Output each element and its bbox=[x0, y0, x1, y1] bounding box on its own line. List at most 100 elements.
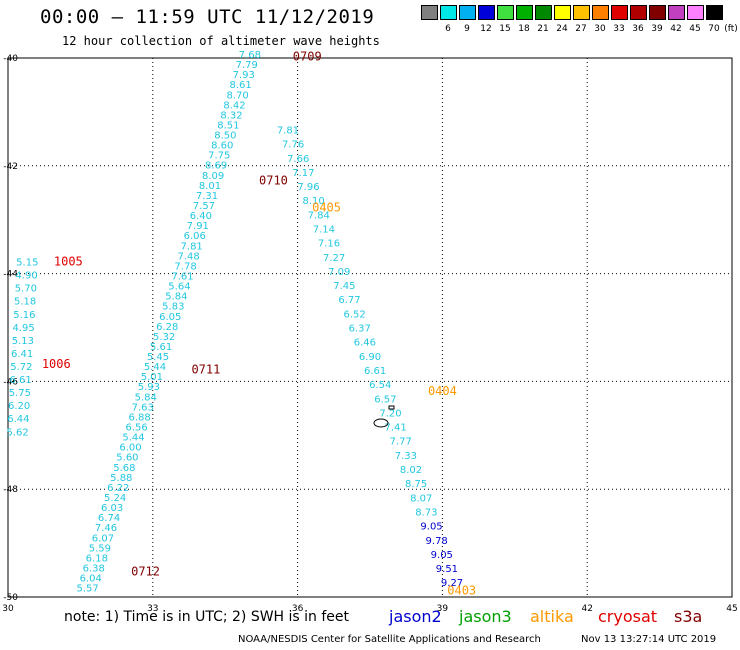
colorbar-label: 15 bbox=[499, 24, 511, 34]
lon-tick-label: 45 bbox=[726, 604, 737, 614]
colorbar-swatch bbox=[516, 5, 533, 20]
swh-value: 6.61 bbox=[364, 366, 386, 377]
swh-value: 7.61 bbox=[171, 271, 193, 282]
page-subtitle: 12 hour collection of altimeter wave hei… bbox=[62, 34, 380, 48]
lon-tick-label: 36 bbox=[292, 604, 304, 614]
swh-value: 9.78 bbox=[426, 536, 448, 547]
map-grid bbox=[7, 57, 733, 598]
time-label: 0709 bbox=[293, 50, 322, 64]
swh-value: 7.78 bbox=[174, 261, 196, 272]
colorbar-label: 42 bbox=[670, 24, 682, 34]
swh-value: 6.28 bbox=[156, 322, 178, 333]
swh-value: 6.57 bbox=[374, 394, 396, 405]
swh-value: 6.56 bbox=[125, 423, 147, 434]
swh-value: 5.68 bbox=[113, 463, 135, 474]
colorbar-swatch bbox=[554, 5, 571, 20]
swh-value: 7.48 bbox=[177, 251, 199, 262]
lat-tick-label: -48 bbox=[3, 485, 18, 495]
time-label: 0712 bbox=[131, 564, 160, 578]
swh-value: 6.00 bbox=[119, 443, 141, 454]
legend-jason3: jason3 bbox=[459, 607, 512, 626]
colorbar-swatch bbox=[668, 5, 685, 20]
swh-value: 5.18 bbox=[14, 297, 36, 308]
colorbar-label: 24 bbox=[556, 24, 568, 34]
swh-value: 8.50 bbox=[214, 131, 236, 142]
swh-value: 5.44 bbox=[122, 433, 144, 444]
colorbar-label: 33 bbox=[613, 24, 625, 34]
colorbar-swatch bbox=[573, 5, 590, 20]
colorbar-label: 6 bbox=[445, 24, 451, 34]
lon-tick-label: 42 bbox=[581, 604, 592, 614]
satellite-tracks: 7.687.797.938.618.708.428.328.518.508.60… bbox=[7, 50, 464, 595]
swh-value: 5.70 bbox=[15, 284, 37, 295]
lon-tick-label: 30 bbox=[2, 604, 14, 614]
swh-value: 6.22 bbox=[107, 483, 129, 494]
swh-value: 5.72 bbox=[10, 362, 32, 373]
swh-value: 7.27 bbox=[323, 253, 345, 264]
swh-value: 7.14 bbox=[313, 225, 335, 236]
swh-value: 7.81 bbox=[277, 125, 299, 136]
swh-value: 7.77 bbox=[390, 437, 412, 448]
swh-value: 5.57 bbox=[77, 584, 99, 595]
swh-value: 6.52 bbox=[343, 309, 365, 320]
swh-value: 8.07 bbox=[410, 493, 432, 504]
swh-value: 7.17 bbox=[292, 168, 314, 179]
map-frame bbox=[7, 57, 733, 598]
time-labels: 0709 0710 0405 1005 1006 0711 0404 0712 0403 bbox=[42, 50, 476, 598]
timestamp-text: Nov 13 13:27:14 UTC 2019 bbox=[581, 634, 717, 645]
swh-value: 5.45 bbox=[147, 352, 169, 363]
swh-value: 5.15 bbox=[16, 258, 38, 269]
swh-value: 7.75 bbox=[208, 151, 230, 162]
lat-tick-label: -50 bbox=[3, 593, 18, 603]
swh-value: 8.51 bbox=[217, 120, 239, 131]
swh-value: 6.20 bbox=[8, 401, 30, 412]
time-label: 0403 bbox=[447, 583, 476, 597]
swh-value: 6.41 bbox=[11, 349, 33, 360]
colorbar-swatch bbox=[497, 5, 514, 20]
swh-value: 7.46 bbox=[95, 523, 117, 534]
swh-value: 5.88 bbox=[110, 473, 132, 484]
colorbar-label: 12 bbox=[480, 24, 492, 34]
swh-value: 7.41 bbox=[385, 423, 407, 434]
map-ticks: 30 33 36 39 42 45 -40 -42 -44 -46 -48 -50 bbox=[2, 54, 737, 614]
colorbar-swatch bbox=[630, 5, 647, 20]
swh-value: 8.42 bbox=[223, 100, 245, 111]
colorbar-swatch bbox=[421, 5, 438, 20]
swh-value: 5.62 bbox=[7, 427, 29, 438]
colorbar-label: 30 bbox=[594, 24, 606, 34]
colorbar-swatch bbox=[459, 5, 476, 20]
swh-value: 7.45 bbox=[333, 281, 355, 292]
credit-text: NOAA/NESDIS Center for Satellite Applica… bbox=[238, 634, 541, 645]
lon-tick-label: 39 bbox=[437, 604, 449, 614]
swh-value: 5.32 bbox=[153, 332, 175, 343]
swh-value: 7.66 bbox=[287, 154, 309, 165]
swh-value: 9.27 bbox=[441, 578, 463, 589]
swh-value: 5.83 bbox=[162, 302, 184, 313]
swh-value: 5.93 bbox=[138, 382, 160, 393]
legend-jason2: jason2 bbox=[389, 607, 442, 626]
swh-value: 7.20 bbox=[379, 408, 401, 419]
swh-value: 6.07 bbox=[92, 533, 114, 544]
swh-value: 6.46 bbox=[354, 338, 376, 349]
swh-value: 8.70 bbox=[226, 90, 248, 101]
swh-value: 8.02 bbox=[400, 465, 422, 476]
time-label: 0405 bbox=[312, 201, 341, 215]
swh-value: 7.31 bbox=[196, 191, 218, 202]
swh-value: 8.69 bbox=[205, 161, 227, 172]
swh-value: 6.90 bbox=[359, 352, 381, 363]
colorbar-label: 18 bbox=[518, 24, 530, 34]
swh-value: 8.10 bbox=[302, 196, 324, 207]
swh-value: 6.44 bbox=[7, 414, 29, 425]
colorbar-swatch bbox=[706, 5, 723, 20]
lat-tick-label: -42 bbox=[3, 162, 18, 172]
swh-value: 6.40 bbox=[190, 211, 212, 222]
swh-value: 7.76 bbox=[282, 140, 304, 151]
swh-value: 9.51 bbox=[436, 564, 458, 575]
swh-value: 5.60 bbox=[116, 453, 138, 464]
swh-value: 5.16 bbox=[13, 310, 35, 321]
swh-value: 5.24 bbox=[104, 493, 126, 504]
legend-s3a: s3a bbox=[674, 607, 703, 626]
legend-cryosat: cryosat bbox=[598, 607, 658, 626]
swh-value: 8.01 bbox=[199, 181, 221, 192]
